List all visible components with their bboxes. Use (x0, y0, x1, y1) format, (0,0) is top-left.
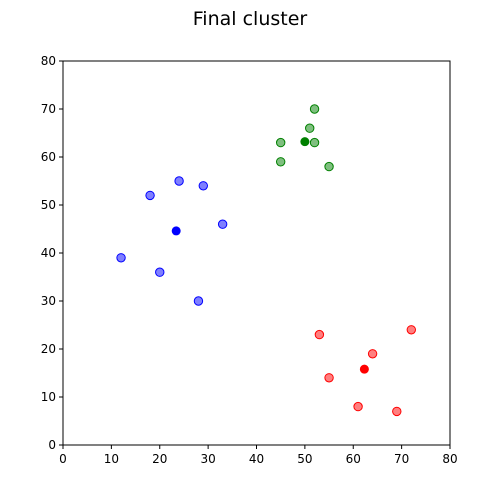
x-axis: 0 10 20 30 40 50 60 70 80 (59, 445, 458, 466)
data-point (198, 181, 208, 191)
data-point (305, 123, 315, 133)
data-point (324, 161, 334, 172)
y-tick-label: 70 (41, 102, 56, 116)
chart-title: Final cluster (193, 8, 308, 30)
centroid-point (300, 137, 310, 147)
data-point (275, 157, 286, 167)
x-tick-label: 40 (249, 452, 264, 466)
y-tick-label: 0 (48, 438, 56, 452)
data-point (174, 176, 184, 186)
data-point (145, 190, 155, 201)
y-tick-label: 40 (41, 246, 56, 260)
data-point (193, 296, 204, 306)
data-points (116, 104, 416, 417)
y-tick-label: 50 (41, 198, 56, 212)
data-point (116, 253, 126, 263)
data-point (406, 325, 416, 335)
data-point (392, 406, 402, 417)
y-tick-label: 60 (41, 150, 56, 164)
x-tick-label: 80 (442, 452, 457, 466)
cluster-centroids (171, 137, 369, 374)
data-point (309, 137, 320, 148)
data-point (275, 137, 286, 148)
centroid-point (359, 364, 369, 374)
data-point (309, 104, 320, 114)
x-tick-label: 0 (59, 452, 67, 466)
y-tick-label: 80 (41, 54, 56, 68)
data-point (217, 219, 228, 229)
x-tick-label: 10 (104, 452, 119, 466)
x-tick-label: 60 (346, 452, 361, 466)
x-tick-label: 20 (152, 452, 167, 466)
data-point (367, 349, 378, 359)
x-tick-label: 50 (297, 452, 312, 466)
plot-area (62, 60, 451, 446)
y-axis: 0 10 20 30 40 50 60 70 80 (41, 54, 63, 452)
x-tick-label: 30 (200, 452, 215, 466)
axes-frame (62, 60, 451, 446)
y-tick-label: 10 (41, 390, 56, 404)
data-point (155, 267, 165, 277)
data-point (314, 329, 325, 340)
data-point (324, 373, 334, 383)
centroid-point (171, 226, 181, 236)
x-tick-label: 70 (394, 452, 409, 466)
data-point (353, 401, 363, 412)
y-tick-label: 30 (41, 294, 56, 308)
y-tick-label: 20 (41, 342, 56, 356)
